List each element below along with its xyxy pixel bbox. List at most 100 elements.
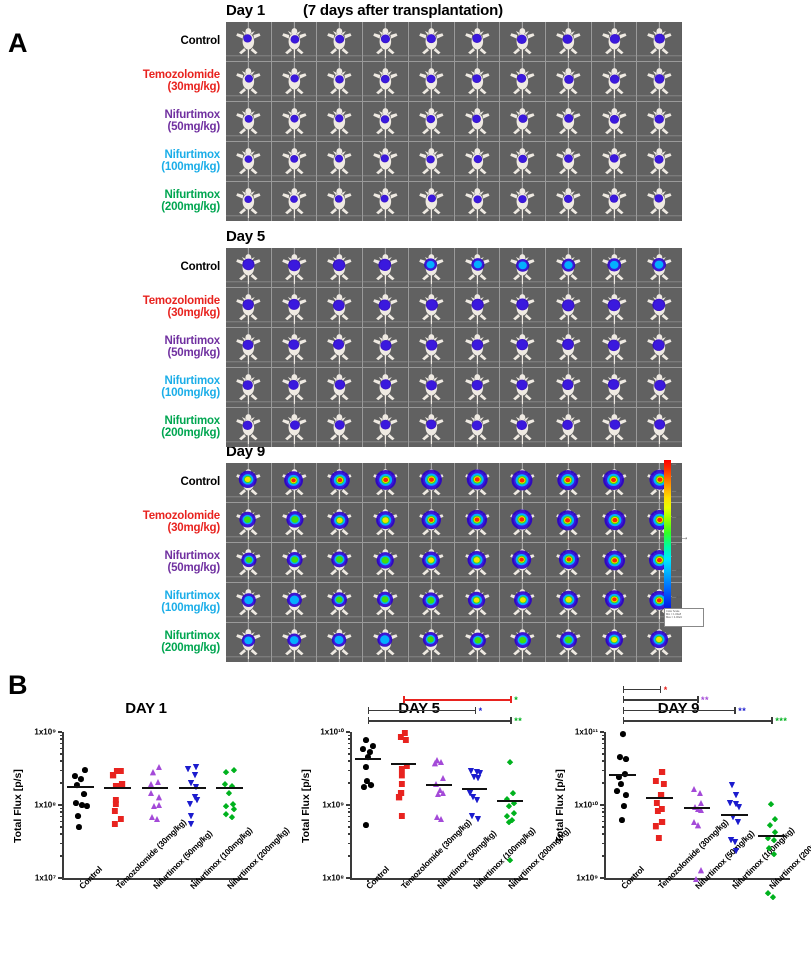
data-point [732,832,739,850]
y-minor-tick [601,753,604,755]
y-minor-tick [347,842,350,844]
y-minor-tick [347,815,350,817]
mouse-image-cell [591,543,637,582]
mouse-image-cell [545,408,591,447]
mouse-image-cell [317,623,363,662]
y-minor-tick [601,742,604,744]
row-label-line1: Nifurtimox [164,414,220,427]
y-minor-tick [601,738,604,740]
significance-marker: ** [514,716,523,726]
x-tick [191,878,193,882]
mouse-image-cell [317,463,363,502]
y-minor-tick [347,734,350,737]
mouse-image-cell [500,328,545,367]
data-point [438,752,445,770]
median-line [461,788,488,791]
row-label-line2: (100mg/kg) [161,161,220,173]
panel-a-bioluminescence-images: A Day 1 (7 days after transplantation) D… [8,2,704,662]
median-line [354,757,381,760]
data-point [766,816,774,834]
mouse-image-cell [500,102,545,141]
data-point [119,774,126,792]
mouse-image-cell [500,408,545,447]
mouse-image-cell [226,623,271,662]
mouse-image-cell [408,583,454,622]
median-line [426,783,452,786]
mouse-image-cell [545,463,591,502]
mouse-image-cell [591,463,637,502]
data-point [505,796,512,814]
colorbar-tick-label: 1.0 [677,595,682,599]
y-minor-tick [601,820,604,822]
day5-heading: Day 5 [226,228,266,245]
data-point [653,793,661,811]
median-line [67,786,94,789]
image-grid-day-1 [226,22,682,221]
colorbar-arrow: ⟶ [680,536,688,542]
mouse-image-cell [317,182,363,221]
y-minor-tick [59,734,62,737]
data-point [111,814,119,832]
data-point [113,761,121,779]
mouse-image-cell [408,182,454,221]
mouse-image-cell [545,368,591,407]
x-tick [621,878,624,882]
mouse-image-cell [363,182,408,221]
y-minor-tick [59,747,62,749]
chart-day-5: DAY 5 1x10⁸ 1x10⁹ 1x10¹⁰ Total Flux [p/s] Con… [292,660,572,957]
row-label-nifurtimox-200: Nifurtimox (200mg/kg) [100,630,220,655]
y-minor-tick [601,760,604,762]
chart-title: DAY 9 [657,700,700,717]
bracket-cap-left [403,696,405,704]
mouse-image-cell [317,142,363,181]
y-minor-tick [601,747,604,749]
data-point [623,749,630,767]
data-point [75,806,82,824]
y-tick-label: 1x10¹⁰ [574,800,598,810]
data-point [728,776,736,794]
bracket-cap-right [771,717,773,725]
mouse-image-cell [454,288,500,327]
y-minor-tick [59,753,62,755]
mouse-image-cell [226,503,271,542]
y-tick-label: 1x10⁷ [34,873,56,883]
data-point [698,800,705,818]
data-point [402,730,409,748]
y-minor-tick [59,760,62,762]
data-point [149,763,156,781]
data-point [401,723,409,741]
data-point [619,725,626,743]
mouse-image-cell [500,182,545,221]
mouse-image-cell [545,543,591,582]
data-point [76,817,83,835]
mouse-image-cell [363,503,408,542]
row-label-line2: (200mg/kg) [161,201,220,213]
data-point [697,793,704,811]
mouse-image-cell [408,328,454,367]
mouse-image-cell [454,62,500,101]
y-tick-label: 1x10⁸ [34,800,56,810]
y-minor-tick [601,833,604,835]
data-point [433,807,441,825]
chart-title: DAY 5 [398,700,440,717]
mouse-image-cell [637,328,682,367]
colorbar-legend-title: Color Scale [666,610,680,613]
data-point [369,736,376,754]
row-label-nifurtimox-100: Nifurtimox (100mg/kg) [100,375,220,400]
mouse-image-cell [271,543,317,582]
data-point [112,794,119,812]
significance-bracket [403,699,511,701]
colorbar-tick [672,517,676,519]
data-point [439,768,446,786]
y-minor-tick [59,782,62,784]
mouse-image-cell [454,543,500,582]
row-label-line1: Control [180,475,221,488]
row-label-line1: Nifurtimox [164,374,220,387]
mouse-image-cell [226,102,271,141]
data-point [505,812,512,830]
mouse-image-cell [408,102,454,141]
mouse-image-cell [271,583,317,622]
y-tick-label: 1x10¹¹ [574,727,598,737]
mouse-image-cell [500,368,545,407]
data-point [697,861,704,879]
